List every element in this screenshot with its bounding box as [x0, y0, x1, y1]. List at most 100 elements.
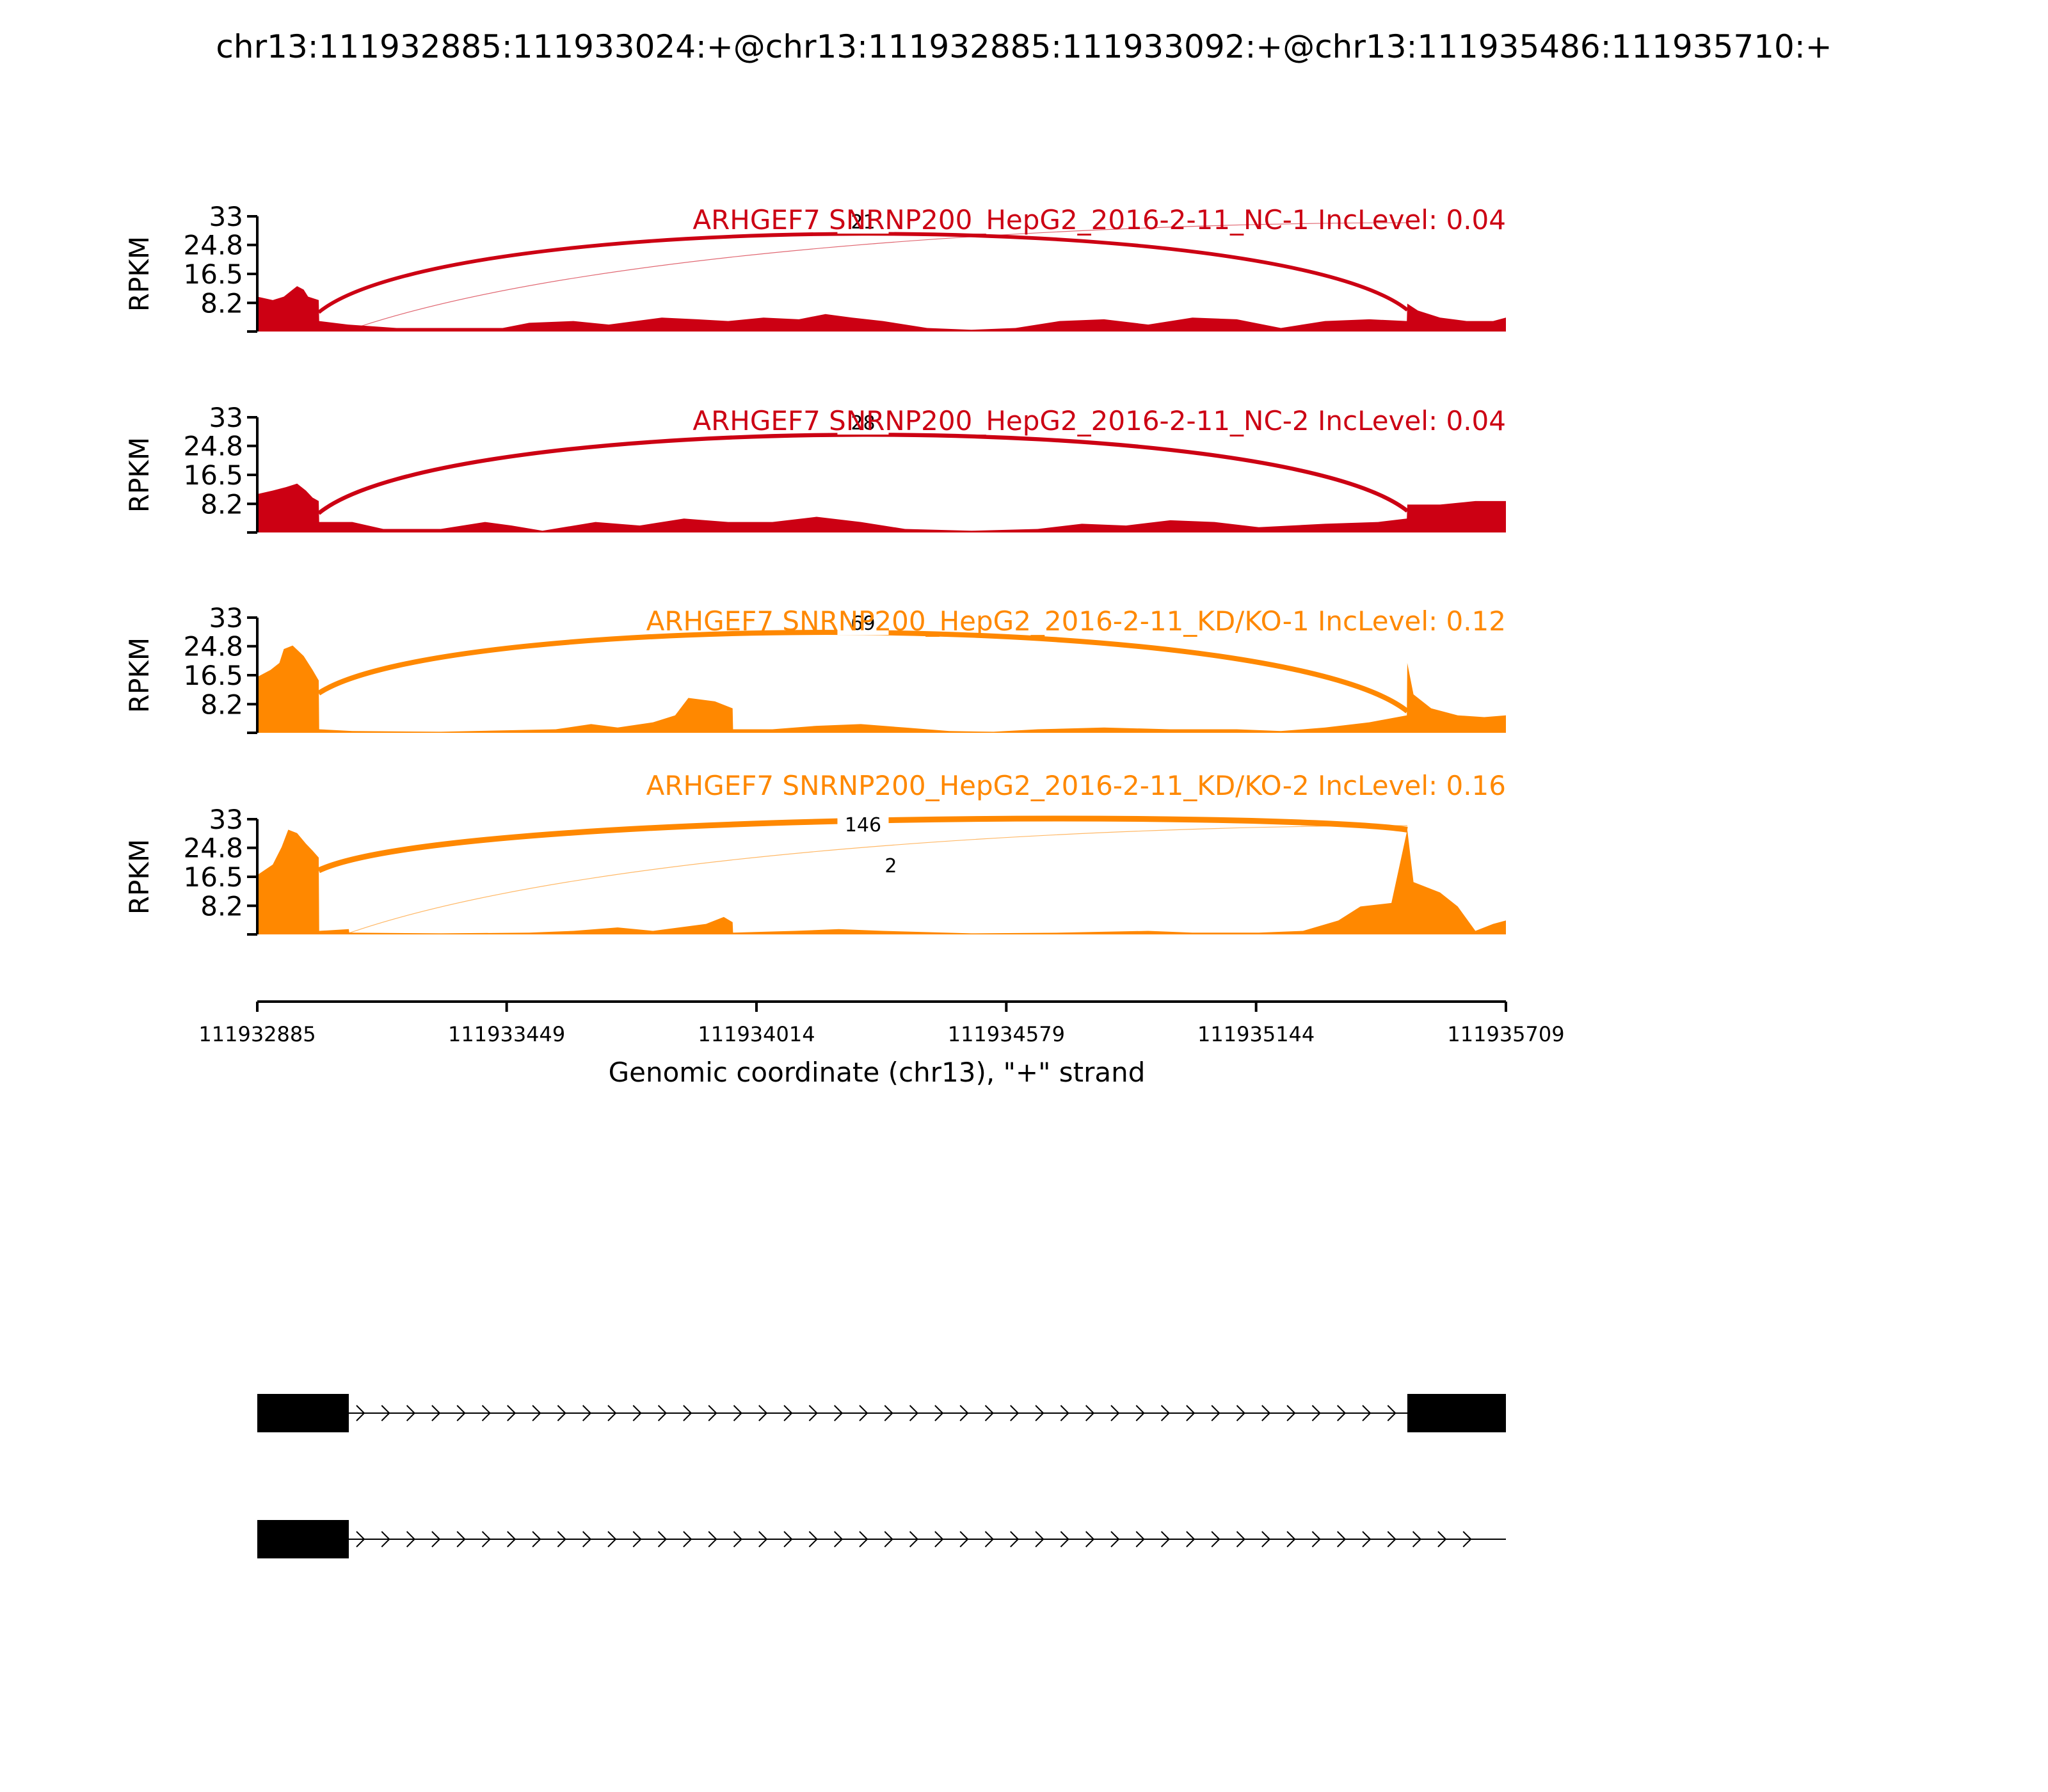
junction-label-bg	[837, 413, 889, 435]
strand-arrow	[783, 1531, 793, 1548]
strand-arrow	[1462, 1531, 1472, 1548]
strand-arrow	[884, 1405, 893, 1421]
junction-count-label: 69	[851, 612, 875, 635]
transcript-model	[257, 1520, 1506, 1558]
strand-arrow	[1261, 1531, 1271, 1548]
strand-arrow	[1160, 1405, 1171, 1421]
y-tick-label: 16.5	[183, 460, 243, 491]
strand-arrow	[481, 1531, 491, 1548]
strand-arrow	[984, 1531, 994, 1548]
junction-label-bg	[865, 856, 916, 877]
strand-arrow	[1412, 1531, 1422, 1548]
strand-arrow	[859, 1405, 868, 1421]
strand-arrow	[356, 1405, 365, 1421]
y-tick-label: 33	[209, 201, 243, 232]
x-tick-label: 111932885	[198, 1022, 316, 1046]
strand-arrow	[431, 1531, 441, 1548]
strand-arrow	[1286, 1405, 1296, 1421]
strand-arrow	[1286, 1531, 1296, 1548]
y-tick-label: 16.5	[183, 660, 243, 691]
strand-arrow	[557, 1531, 566, 1548]
strand-arrow	[632, 1531, 642, 1548]
strand-arrow	[708, 1531, 717, 1548]
strand-arrow	[557, 1405, 566, 1421]
strand-arrow	[381, 1531, 390, 1548]
junction-arc	[317, 630, 1409, 714]
strand-arrow	[959, 1405, 969, 1421]
strand-arrow	[834, 1531, 844, 1548]
strand-arrow	[808, 1405, 818, 1421]
strand-arrow	[1110, 1405, 1120, 1421]
coverage-area	[257, 286, 1506, 332]
strand-arrow	[808, 1531, 818, 1548]
strand-arrow	[657, 1405, 668, 1421]
strand-arrow	[1060, 1531, 1069, 1548]
y-tick-label: 8.2	[200, 488, 243, 520]
strand-arrow	[1135, 1405, 1145, 1421]
y-axis-label: RPKM	[124, 437, 155, 513]
strand-arrow	[758, 1531, 768, 1548]
exon-block	[257, 1520, 349, 1558]
strand-arrow	[1186, 1531, 1196, 1548]
y-tick-label: 24.8	[183, 631, 243, 662]
panel-title: ARHGEF7 SNRNP200_HepG2_2016-2-11_KD/KO-1…	[646, 605, 1506, 637]
strand-arrow	[733, 1531, 742, 1548]
coverage-area	[257, 645, 1506, 733]
y-axis-label: RPKM	[124, 637, 155, 713]
strand-arrow	[1311, 1531, 1321, 1548]
panel-title: ARHGEF7 SNRNP200_HepG2_2016-2-11_NC-1 In…	[692, 204, 1506, 236]
strand-arrow	[406, 1531, 416, 1548]
junction-arc	[348, 222, 1407, 331]
strand-arrow	[1135, 1531, 1145, 1548]
strand-arrow	[1211, 1405, 1220, 1421]
y-tick-label: 8.2	[200, 890, 243, 922]
strand-arrow	[1387, 1531, 1396, 1548]
strand-arrow	[1337, 1531, 1347, 1548]
exon-block	[257, 1394, 349, 1432]
strand-arrow	[884, 1531, 893, 1548]
x-tick-label: 111934014	[698, 1022, 815, 1046]
strand-arrow	[1261, 1405, 1271, 1421]
strand-arrow	[532, 1531, 541, 1548]
strand-arrow	[582, 1405, 592, 1421]
strand-arrow	[481, 1405, 491, 1421]
strand-arrow	[456, 1531, 466, 1548]
junction-label-bg	[837, 613, 889, 635]
junction-arc	[317, 232, 1409, 314]
y-tick-label: 8.2	[200, 689, 243, 720]
y-tick-label: 33	[209, 602, 243, 634]
strand-arrow	[1035, 1531, 1044, 1548]
strand-arrow	[381, 1405, 390, 1421]
strand-arrow	[708, 1405, 717, 1421]
strand-arrow	[1437, 1531, 1447, 1548]
strand-arrow	[1010, 1531, 1020, 1548]
y-axis-label: RPKM	[124, 839, 155, 915]
strand-arrow	[1311, 1405, 1321, 1421]
strand-arrow	[934, 1405, 944, 1421]
x-tick-label: 111934579	[948, 1022, 1065, 1046]
junction-count-label: 21	[851, 211, 875, 234]
strand-arrow	[1085, 1531, 1095, 1548]
strand-arrow	[1035, 1405, 1044, 1421]
strand-arrow	[1085, 1405, 1095, 1421]
coverage-area	[257, 829, 1506, 934]
transcript-models	[257, 1394, 1506, 1558]
strand-arrow	[456, 1405, 466, 1421]
strand-arrow	[758, 1405, 768, 1421]
y-tick-label: 33	[209, 804, 243, 835]
strand-arrow	[909, 1405, 919, 1421]
x-axis: 111932885 111933449 111934014 111934579 1119…	[198, 1000, 1565, 1046]
strand-arrow	[607, 1531, 617, 1548]
strand-arrow	[431, 1405, 441, 1421]
junction-label-bg	[837, 815, 889, 836]
panel-title: ARHGEF7 SNRNP200_HepG2_2016-2-11_KD/KO-2…	[646, 770, 1506, 801]
x-tick-label: 111935144	[1197, 1022, 1315, 1046]
strand-arrow	[632, 1405, 642, 1421]
strand-arrow	[1236, 1405, 1245, 1421]
junction-count-label: 2	[884, 855, 897, 877]
strand-arrow	[356, 1531, 365, 1548]
strand-arrow	[1387, 1405, 1396, 1421]
